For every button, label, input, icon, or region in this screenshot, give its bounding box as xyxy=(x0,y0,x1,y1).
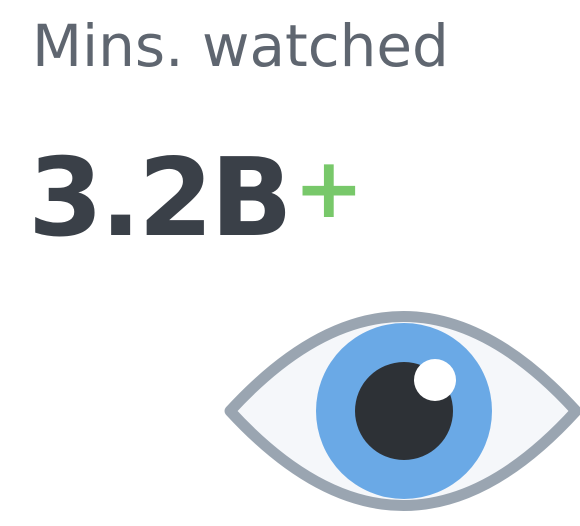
stat-plus-suffix: + xyxy=(293,139,364,237)
stat-value: 3.2B+ xyxy=(28,122,364,265)
eye-icon xyxy=(224,311,580,511)
eye-highlight xyxy=(414,359,456,401)
stat-number: 3.2B xyxy=(28,136,293,261)
stat-label: Mins. watched xyxy=(32,12,449,80)
